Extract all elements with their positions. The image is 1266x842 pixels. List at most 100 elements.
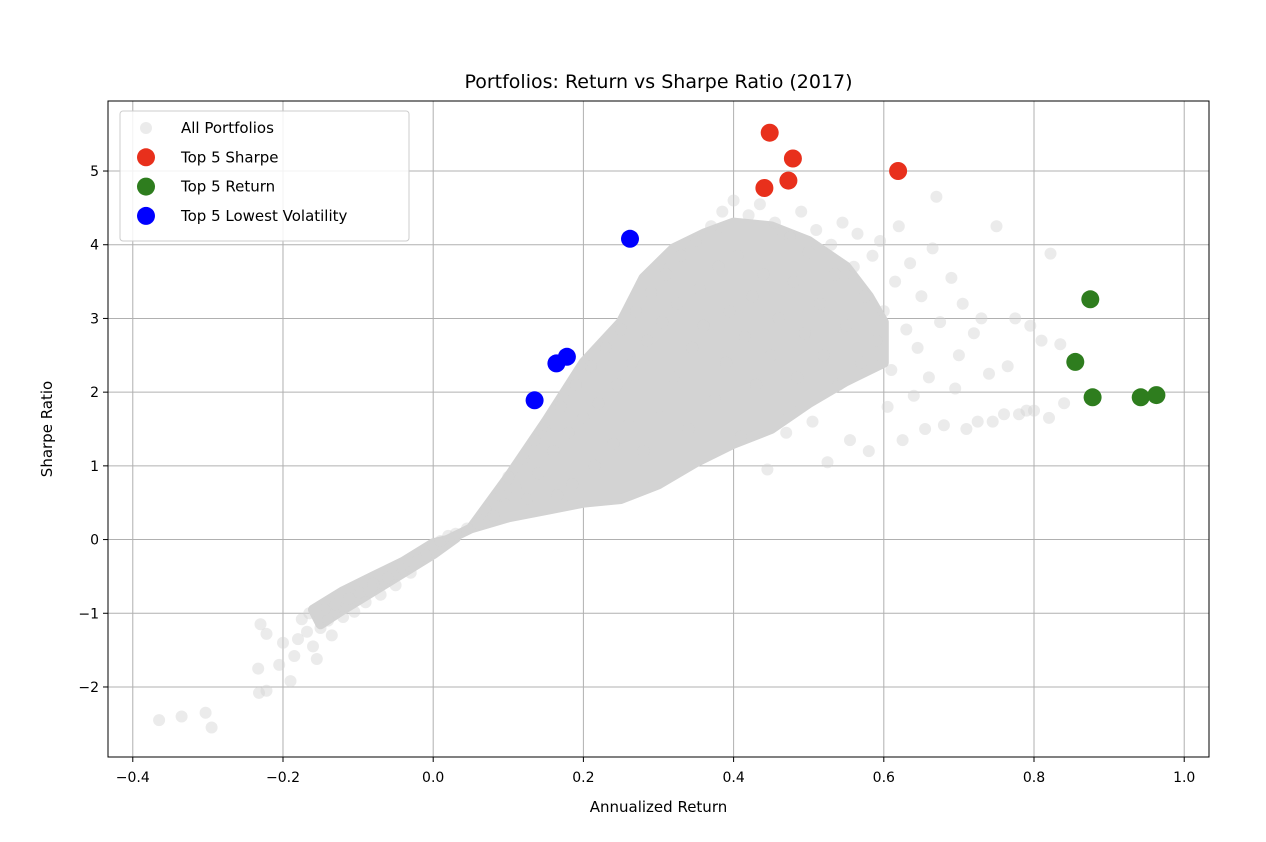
- all-portfolios-point: [986, 415, 999, 428]
- all-portfolios-point: [630, 305, 642, 318]
- all-portfolios-point: [930, 190, 943, 203]
- legend-marker-top-5-return: [137, 177, 155, 196]
- all-portfolios-point: [303, 607, 316, 620]
- all-portfolios-point: [547, 445, 560, 458]
- portfolio-cloud-region: [428, 217, 889, 552]
- all-portfolios-point: [254, 618, 267, 631]
- all-portfolios-point: [765, 349, 778, 362]
- y-tick-label: 5: [90, 164, 99, 180]
- all-portfolios-point: [1054, 338, 1067, 351]
- all-portfolios-point: [746, 290, 759, 303]
- all-portfolios-point: [851, 227, 864, 240]
- all-portfolios-point: [614, 323, 627, 336]
- all-portfolios-point: [772, 312, 785, 325]
- all-portfolios-point: [945, 271, 958, 284]
- y-tick-label: 4: [90, 238, 99, 254]
- all-portfolios-point: [780, 426, 793, 439]
- top-5-sharpe-point: [755, 179, 774, 197]
- all-portfolios-point: [532, 467, 545, 480]
- top-5-sharpe-point: [783, 149, 802, 168]
- all-portfolios-point: [656, 316, 669, 329]
- all-portfolios-point: [791, 371, 804, 384]
- all-portfolios-point: [712, 260, 725, 273]
- all-portfolios-point: [588, 459, 601, 472]
- chart-title: Portfolios: Return vs Sharpe Ratio (2017…: [464, 71, 852, 93]
- all-portfolios-point: [1035, 334, 1048, 347]
- all-portfolios-point: [1013, 408, 1025, 421]
- x-tick-label: 0.4: [722, 770, 744, 786]
- all-portfolios-point: [569, 378, 582, 391]
- all-portfolios-point: [844, 434, 856, 447]
- all-portfolios-point: [353, 586, 366, 599]
- all-portfolios-point: [686, 341, 699, 354]
- all-portfolios-point: [896, 434, 909, 447]
- all-portfolios-point: [551, 489, 564, 502]
- all-portfolios-point: [314, 622, 327, 634]
- all-portfolios-point: [926, 242, 939, 255]
- all-portfolios-point: [956, 297, 969, 310]
- all-portfolios-point: [577, 411, 590, 424]
- all-portfolios-point: [1020, 404, 1033, 417]
- all-portfolios-point: [260, 684, 273, 697]
- all-portfolios-point: [1001, 360, 1014, 373]
- all-portfolios-point: [199, 706, 212, 719]
- all-portfolios-point: [292, 633, 304, 646]
- all-portfolios-point: [562, 426, 575, 439]
- all-portfolios-point: [479, 504, 492, 517]
- y-tick-label: −1: [78, 606, 99, 622]
- all-portfolios-point: [667, 371, 680, 384]
- all-portfolios-point: [487, 510, 500, 522]
- all-portfolios-point: [434, 535, 447, 547]
- all-portfolios-point: [325, 629, 338, 642]
- legend-box: [119, 110, 410, 242]
- all-portfolios-point: [892, 220, 905, 233]
- top-5-sharpe-point: [889, 162, 908, 180]
- legend-marker-all-portfolios: [140, 122, 152, 134]
- all-portfolios-point: [318, 603, 331, 616]
- all-portfolios-point: [731, 249, 744, 262]
- all-portfolios-point: [253, 686, 265, 699]
- top-5-return-point: [1066, 352, 1085, 371]
- y-axis-ticks: −2 −1 0 1 2 3 4 5: [78, 164, 108, 696]
- all-portfolios-point: [874, 235, 887, 247]
- all-portfolios-point: [768, 216, 781, 229]
- all-portfolios-point: [922, 371, 935, 384]
- y-tick-label: 3: [90, 311, 99, 327]
- all-portfolios-point: [919, 423, 932, 435]
- all-portfolios-point: [798, 327, 811, 340]
- all-portfolios-point: [907, 389, 920, 402]
- all-portfolios-point: [554, 400, 567, 413]
- all-portfolios-point: [716, 205, 729, 218]
- all-portfolios-point: [509, 482, 522, 494]
- all-portfolios-point: [697, 319, 710, 332]
- all-portfolios-point: [660, 268, 672, 281]
- all-portfolios-point: [870, 334, 883, 347]
- all-portfolios-point: [517, 452, 530, 465]
- all-portfolios-point: [814, 297, 826, 310]
- all-portfolios-point: [521, 493, 534, 505]
- all-portfolios-point: [252, 662, 265, 675]
- all-portfolios-point: [825, 238, 838, 251]
- all-portfolios-point: [273, 658, 286, 671]
- portfolio-cloud-region: [308, 533, 461, 630]
- all-portfolios-point: [153, 714, 166, 727]
- all-portfolios-point: [348, 605, 361, 618]
- all-portfolios-point: [652, 400, 665, 413]
- all-portfolios-point: [806, 415, 819, 428]
- all-portfolios-point: [449, 527, 462, 540]
- all-portfolios-point: [307, 640, 319, 653]
- all-portfolios-point: [528, 434, 541, 447]
- top-5-return-point: [1131, 388, 1150, 407]
- all-portfolios-point: [723, 305, 736, 318]
- all-portfolios-point: [832, 378, 845, 391]
- all-portfolios-point: [427, 539, 440, 552]
- all-portfolios-point: [498, 498, 511, 511]
- all-portfolios-point: [881, 400, 894, 413]
- all-portfolios-point: [975, 312, 988, 325]
- all-portfolios-point: [847, 260, 860, 273]
- all-portfolios-point: [727, 194, 740, 207]
- x-tick-label: 0.8: [1023, 770, 1045, 786]
- all-portfolios-point: [322, 614, 334, 627]
- all-portfolios-point: [840, 319, 853, 332]
- all-portfolios-point: [622, 419, 635, 432]
